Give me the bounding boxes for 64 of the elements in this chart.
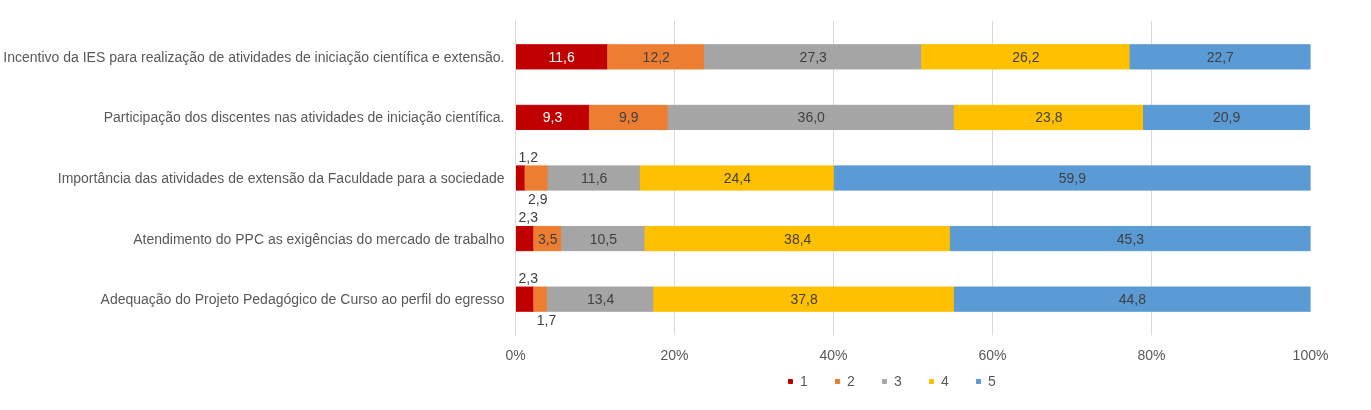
y-tick-label: Atendimento do PPC as exigências do mercado de trabalho	[133, 230, 505, 247]
legend-label: 2	[847, 373, 856, 389]
data-label: 38,4	[784, 230, 812, 247]
y-tick-label: Incentivo da IES para realização de atividades de iniciação científica e extensão.	[3, 48, 505, 65]
bar	[515, 104, 590, 131]
y-tick-label: Participação dos discentes nas atividades de iniciação científica.	[103, 109, 505, 126]
bar	[515, 286, 535, 312]
data-label: 23,8	[1035, 109, 1063, 126]
bar	[561, 225, 646, 252]
data-label: 24,4	[723, 170, 752, 186]
data-label: 2,3	[518, 209, 539, 226]
legend-label: 4	[941, 373, 950, 389]
data-label: 20,9	[1213, 109, 1241, 126]
data-label: 59,9	[1058, 170, 1087, 186]
data-label: 27,3	[799, 48, 828, 65]
bar	[588, 104, 669, 131]
legend-label: 1	[800, 373, 809, 389]
data-label: 1,7	[536, 312, 557, 329]
bar	[667, 104, 955, 131]
data-label: 9,3	[542, 109, 563, 126]
data-label: 36,0	[797, 109, 826, 126]
data-label: 10,5	[589, 230, 618, 247]
y-tick-label: Adequação do Projeto Pedagógico de Curso ao perfil do egresso	[100, 291, 505, 308]
legend-label: 5	[988, 373, 997, 389]
data-label: 9,9	[619, 109, 639, 126]
bar	[515, 44, 609, 70]
data-label: 26,2	[1012, 48, 1040, 65]
x-tick-label: 40%	[819, 346, 848, 363]
data-label: 44,8	[1118, 291, 1147, 308]
bar	[524, 165, 549, 191]
bar	[533, 286, 548, 312]
bar	[1143, 104, 1311, 131]
bar	[833, 165, 1311, 191]
data-label: 37,8	[790, 291, 818, 308]
x-tick-label: 60%	[978, 346, 1007, 363]
bar	[547, 165, 641, 191]
data-label: 11,6	[581, 170, 608, 186]
bar	[639, 165, 835, 191]
bar	[953, 104, 1145, 131]
data-label: 22,7	[1206, 48, 1235, 65]
bar	[949, 225, 1311, 252]
x-tick-label: 0%	[505, 346, 526, 363]
data-label: 45,3	[1116, 230, 1145, 247]
data-label: 13,4	[586, 291, 615, 308]
x-tick-label: 100%	[1292, 346, 1329, 363]
bar	[653, 286, 955, 312]
data-label: 3,5	[537, 230, 558, 247]
x-tick-label: 20%	[660, 346, 689, 363]
bar	[644, 225, 951, 252]
data-label: 12,2	[642, 48, 671, 65]
y-tick-label: Importância das atividades de extensão da Faculdade para a sociedade	[57, 170, 505, 186]
bar	[704, 44, 923, 70]
data-label: 1,2	[518, 148, 539, 165]
bar	[953, 286, 1311, 312]
bar	[546, 286, 655, 312]
data-label: 2,3	[518, 269, 539, 286]
data-label: 2,9	[528, 191, 548, 208]
bar	[921, 44, 1131, 70]
bar	[515, 225, 535, 252]
x-tick-label: 80%	[1137, 346, 1166, 363]
bar	[607, 44, 706, 70]
bar	[1129, 44, 1311, 70]
data-label: 11,6	[548, 48, 575, 65]
legend-label: 3	[894, 373, 903, 389]
